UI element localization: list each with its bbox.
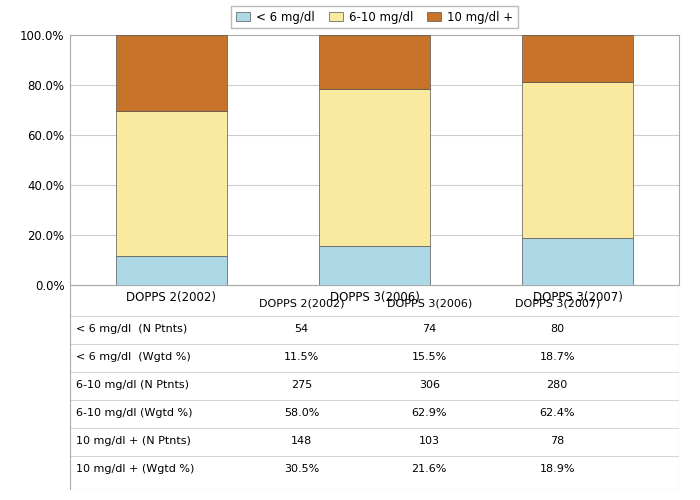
Text: 78: 78 bbox=[550, 436, 564, 446]
Text: 62.9%: 62.9% bbox=[412, 408, 447, 418]
Text: 80: 80 bbox=[550, 324, 564, 334]
Bar bbox=[522, 238, 634, 285]
Text: 280: 280 bbox=[547, 380, 568, 390]
Bar bbox=[116, 112, 228, 256]
Text: < 6 mg/dl  (N Ptnts): < 6 mg/dl (N Ptnts) bbox=[76, 324, 188, 334]
Text: 18.7%: 18.7% bbox=[540, 352, 575, 362]
Text: 30.5%: 30.5% bbox=[284, 464, 319, 474]
Bar bbox=[318, 246, 430, 285]
Text: 11.5%: 11.5% bbox=[284, 352, 319, 362]
Text: 148: 148 bbox=[290, 436, 312, 446]
Text: 54: 54 bbox=[295, 324, 309, 334]
Text: DOPPS 2(2002): DOPPS 2(2002) bbox=[259, 298, 344, 308]
Text: DOPPS 3(2006): DOPPS 3(2006) bbox=[386, 298, 472, 308]
Text: 62.4%: 62.4% bbox=[540, 408, 575, 418]
Text: 306: 306 bbox=[419, 380, 440, 390]
Bar bbox=[116, 35, 228, 112]
Text: 10 mg/dl + (Wgtd %): 10 mg/dl + (Wgtd %) bbox=[76, 464, 195, 474]
Text: 10 mg/dl + (N Ptnts): 10 mg/dl + (N Ptnts) bbox=[76, 436, 191, 446]
Text: 6-10 mg/dl (Wgtd %): 6-10 mg/dl (Wgtd %) bbox=[76, 408, 193, 418]
Bar bbox=[116, 256, 228, 285]
Text: 21.6%: 21.6% bbox=[412, 464, 447, 474]
Text: 15.5%: 15.5% bbox=[412, 352, 447, 362]
Text: 275: 275 bbox=[290, 380, 312, 390]
Bar bbox=[318, 89, 430, 246]
Text: 18.9%: 18.9% bbox=[540, 464, 575, 474]
Bar bbox=[318, 35, 430, 89]
Bar bbox=[522, 82, 634, 238]
Text: 58.0%: 58.0% bbox=[284, 408, 319, 418]
Legend: < 6 mg/dl, 6-10 mg/dl, 10 mg/dl +: < 6 mg/dl, 6-10 mg/dl, 10 mg/dl + bbox=[231, 6, 518, 28]
Text: < 6 mg/dl  (Wgtd %): < 6 mg/dl (Wgtd %) bbox=[76, 352, 191, 362]
Text: DOPPS 3(2007): DOPPS 3(2007) bbox=[514, 298, 600, 308]
Text: 74: 74 bbox=[422, 324, 436, 334]
Text: 103: 103 bbox=[419, 436, 440, 446]
Text: 6-10 mg/dl (N Ptnts): 6-10 mg/dl (N Ptnts) bbox=[76, 380, 189, 390]
Bar bbox=[522, 35, 634, 82]
